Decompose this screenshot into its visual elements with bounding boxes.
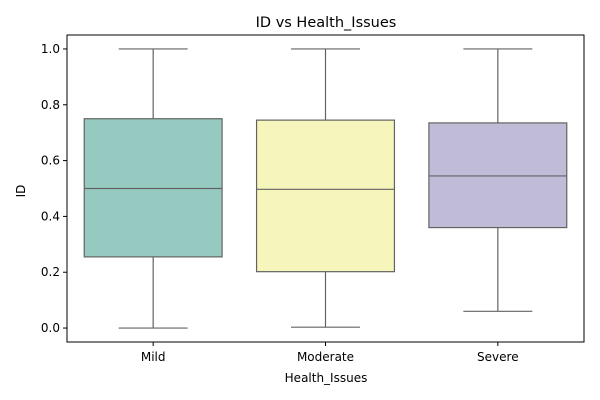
box-iqr	[255, 119, 396, 273]
x-axis-label: Health_Issues	[285, 371, 368, 385]
x-tick-label: Mild	[141, 350, 166, 364]
box-severe	[428, 48, 568, 312]
boxes-layer	[83, 48, 568, 329]
box-moderate	[255, 48, 396, 328]
y-tick-label: 0.6	[41, 154, 60, 168]
box-iqr	[83, 118, 223, 258]
chart-title: ID vs Health_Issues	[256, 15, 397, 31]
y-tick-label: 0.2	[41, 265, 60, 279]
y-axis-label: ID	[14, 185, 28, 198]
y-axis: 0.0 0.2 0.4 0.6 0.8 1.0	[41, 42, 67, 335]
x-tick-label: Severe	[477, 350, 519, 364]
y-tick-label: 1.0	[41, 42, 60, 56]
x-axis: Mild Moderate Severe	[141, 342, 519, 364]
y-tick-label: 0.4	[41, 209, 60, 223]
box-iqr	[428, 122, 568, 229]
y-tick-label: 0.8	[41, 98, 60, 112]
y-tick-label: 0.0	[41, 321, 60, 335]
box-mild	[83, 48, 223, 329]
x-tick-label: Moderate	[297, 350, 354, 364]
